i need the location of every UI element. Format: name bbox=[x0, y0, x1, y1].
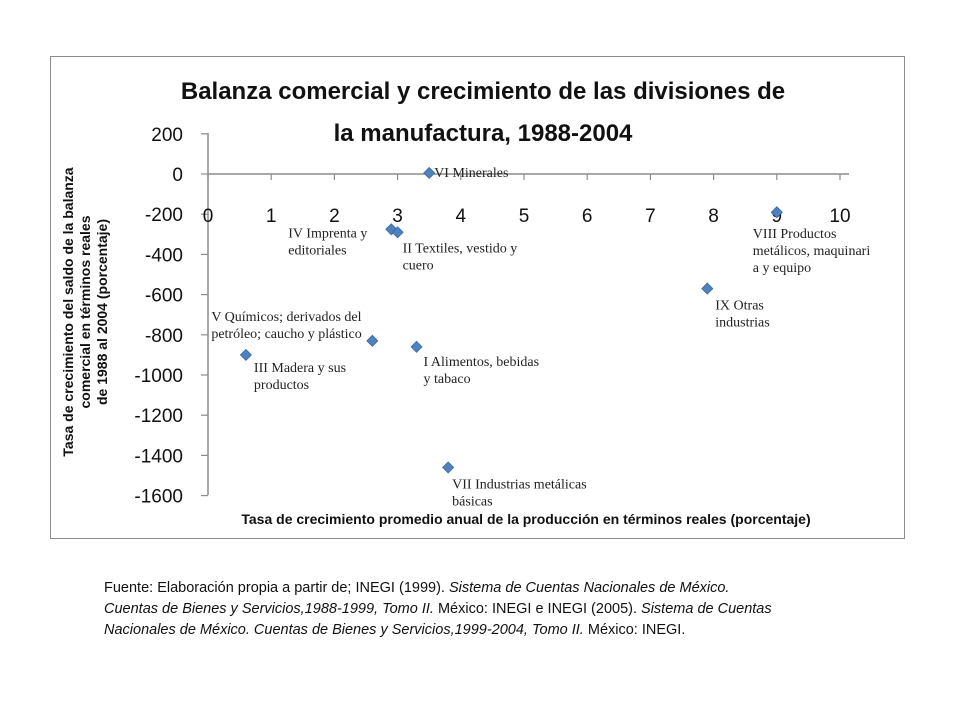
data-point-label-8: VII Industrias metálicas básicas bbox=[452, 477, 587, 509]
data-point-label-2: II Textiles, vestido y cuero bbox=[403, 241, 518, 273]
data-point-label-4: IX Otras industrias bbox=[715, 299, 769, 331]
y-axis-title: Tasa de crecimiento del saldo de la bala… bbox=[60, 167, 110, 456]
y-axis-title-line-2: comercial en términos reales bbox=[77, 215, 93, 408]
source-line1-plain: Fuente: Elaboración propia a partir de; … bbox=[104, 580, 449, 596]
y-tick-label-6: -1000 bbox=[134, 366, 183, 387]
x-tick-label-1: 1 bbox=[266, 206, 277, 227]
y-tick-label-1: 0 bbox=[172, 165, 183, 186]
data-point-label-7: I Alimentos, bebidas y tabaco bbox=[424, 355, 540, 387]
chart-title-line-2: la manufactura, 1988-2004 bbox=[334, 120, 633, 147]
x-tick-label-3: 3 bbox=[392, 206, 403, 227]
x-tick-label-4: 4 bbox=[456, 206, 467, 227]
data-point-8 bbox=[442, 461, 455, 474]
data-point-label-4-line-1: industrias bbox=[715, 316, 769, 331]
data-point-4 bbox=[701, 282, 714, 295]
data-point-label-0-line-0: VI Minerales bbox=[434, 166, 508, 181]
data-point-label-2-line-1: cuero bbox=[403, 258, 434, 273]
data-point-label-7-line-0: I Alimentos, bebidas bbox=[424, 355, 540, 370]
y-tick-label-3: -400 bbox=[145, 245, 183, 266]
data-point-0 bbox=[423, 166, 436, 180]
data-point-label-6: III Madera y sus productos bbox=[254, 361, 346, 393]
y-tick-label-9: -1600 bbox=[134, 487, 183, 508]
source-line2-plain: México: INEGI e INEGI (2005). bbox=[433, 601, 642, 617]
data-point-label-8-line-1: básicas bbox=[452, 494, 492, 509]
data-point-label-8-line-0: VII Industrias metálicas bbox=[452, 477, 587, 492]
source-line1-italic: Sistema de Cuentas Nacionales de México. bbox=[448, 580, 730, 596]
data-point-3 bbox=[770, 206, 783, 219]
y-tick-label-8: -1400 bbox=[134, 446, 183, 467]
data-point-label-2-line-0: II Textiles, vestido y bbox=[403, 241, 518, 256]
x-axis-title: Tasa de crecimiento promedio anual de la… bbox=[241, 511, 810, 527]
data-point-7 bbox=[410, 340, 423, 353]
x-tick-label-2: 2 bbox=[329, 206, 340, 227]
data-point-label-3-line-0: VIII Productos bbox=[753, 227, 837, 242]
x-tick-label-8: 8 bbox=[708, 206, 719, 227]
data-point-label-6-line-1: productos bbox=[254, 378, 309, 393]
y-tick-group: 200 0 -200 -400 -600 -800 -1000 -1200 -1400 -1600 bbox=[134, 125, 208, 508]
y-tick-label-2: -200 bbox=[145, 205, 183, 226]
data-point-2 bbox=[391, 226, 404, 239]
source-note: Fuente: Elaboración propia a partir de; … bbox=[104, 578, 894, 641]
y-axis-title-line-1: Tasa de crecimiento del saldo de la bala… bbox=[60, 167, 76, 456]
data-point-label-5-line-0: V Químicos; derivados del bbox=[211, 310, 361, 325]
source-line3-italic: Nacionales de México. Cuentas de Bienes … bbox=[104, 622, 584, 638]
data-point-6 bbox=[239, 348, 252, 361]
source-line2-italic: Cuentas de Bienes y Servicios,1988-1999,… bbox=[104, 601, 434, 617]
data-point-5 bbox=[366, 334, 379, 347]
data-point-label-5-line-1: petróleo; caucho y plástico bbox=[211, 327, 361, 342]
data-point-label-0: VI Minerales bbox=[434, 166, 508, 181]
data-point-label-7-line-1: y tabaco bbox=[424, 372, 471, 387]
data-point-label-3: VIII Productos metálicos, maquinari a y eq… bbox=[753, 227, 871, 276]
y-tick-label-4: -600 bbox=[145, 286, 183, 307]
data-point-label-3-line-2: a y equipo bbox=[753, 261, 811, 276]
scatter-chart: Balanza comercial y crecimiento de las d… bbox=[60, 78, 870, 527]
y-axis-title-line-3: de 1988 al 2004 (porcentaje) bbox=[94, 219, 110, 405]
data-point-label-4-line-0: IX Otras bbox=[715, 299, 764, 314]
data-point-label-1: IV Imprenta y editoriales bbox=[288, 226, 367, 258]
source-line3-plain: México: INEGI. bbox=[583, 622, 686, 638]
y-tick-label-7: -1200 bbox=[134, 406, 183, 427]
chart-frame: Balanza comercial y crecimiento de las d… bbox=[50, 56, 905, 539]
data-points bbox=[239, 166, 783, 474]
source-line2-italic-b: Sistema de Cuentas bbox=[641, 601, 772, 617]
data-point-label-1-line-1: editoriales bbox=[288, 243, 346, 258]
data-point-labels: VI Minerales IV Imprenta y editoriales II T… bbox=[211, 166, 870, 509]
x-tick-label-0: 0 bbox=[203, 206, 214, 227]
data-point-label-5: V Químicos; derivados del petróleo; cauch… bbox=[211, 310, 361, 342]
x-tick-label-7: 7 bbox=[645, 206, 656, 227]
x-tick-group: 012345678910 bbox=[203, 174, 851, 227]
y-tick-label-5: -800 bbox=[145, 326, 183, 347]
x-tick-label-6: 6 bbox=[582, 206, 593, 227]
x-tick-label-10: 10 bbox=[829, 206, 850, 227]
data-point-label-6-line-0: III Madera y sus bbox=[254, 361, 346, 376]
data-point-label-3-line-1: metálicos, maquinari bbox=[753, 244, 871, 259]
chart-title-line-1: Balanza comercial y crecimiento de las d… bbox=[181, 78, 785, 105]
y-tick-label-0: 200 bbox=[151, 125, 183, 146]
data-point-label-1-line-0: IV Imprenta y bbox=[288, 226, 367, 241]
x-tick-label-5: 5 bbox=[519, 206, 530, 227]
